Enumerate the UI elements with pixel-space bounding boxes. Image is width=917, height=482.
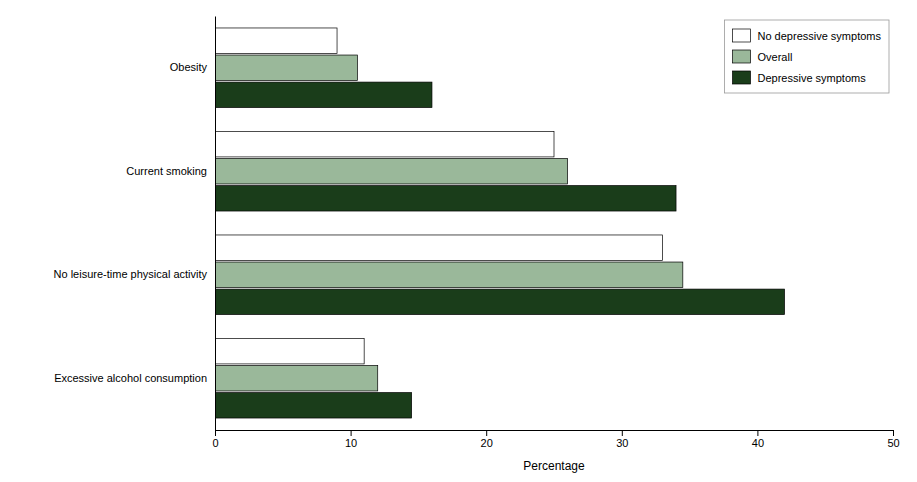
legend-swatch [733,29,751,42]
bars [215,28,785,418]
legend-label: No depressive symptoms [758,30,882,42]
legend-swatch [733,71,751,84]
y-tick-label: Excessive alcohol consumption [54,372,207,384]
x-tick-label: 30 [616,437,628,449]
y-tick: Current smoking [126,165,215,177]
bar [215,235,662,260]
legend-label: Depressive symptoms [758,72,867,84]
bar [215,393,412,418]
y-tick: No leisure-time physical activity [54,268,215,280]
bar [215,262,683,287]
y-axis: Obesity Current smoking No leisure-time ph… [54,17,216,431]
legend-label: Overall [758,51,793,63]
x-tick-label: 20 [481,437,493,449]
bar [215,366,378,391]
bar [215,28,337,53]
bar [215,289,785,314]
y-tick-label: No leisure-time physical activity [54,268,208,280]
legend-swatch [733,50,751,63]
legend-frame [725,20,890,93]
x-tick-label: 50 [887,437,899,449]
x-tick: 40 [752,430,764,449]
x-axis-title: Percentage [523,459,585,473]
x-tick-mark [486,430,487,436]
bar [215,82,432,107]
bar [215,338,364,363]
legend-item: Depressive symptoms [733,71,867,84]
legend-item: No depressive symptoms [733,29,882,42]
y-tick-label: Current smoking [126,165,207,177]
x-tick: 50 [887,430,899,449]
x-tick-label: 0 [212,437,218,449]
x-tick: 10 [345,430,357,449]
x-tick-mark [893,430,894,436]
x-tick-label: 10 [345,437,357,449]
legend-item: Overall [733,50,793,63]
chart-svg: 0 10 20 30 40 50 Obesity Current smoking No leis… [0,0,917,482]
x-tick-mark [215,430,216,436]
y-tick-label: Obesity [170,61,208,73]
x-axis: 0 10 20 30 40 50 [212,430,899,449]
bar [215,159,568,184]
x-tick-label: 40 [752,437,764,449]
y-tick: Obesity [170,61,215,73]
bar [215,186,676,211]
x-tick-mark [622,430,623,436]
x-tick: 20 [481,430,493,449]
legend: No depressive symptoms Overall Depressive … [725,20,890,93]
y-tick: Excessive alcohol consumption [54,372,215,384]
x-tick: 0 [212,430,218,449]
plot-area: 0 10 20 30 40 50 Obesity Current smoking No leis… [54,17,900,449]
x-axis-line [216,431,894,437]
y-axis-line [215,17,216,431]
bar [215,55,357,80]
x-tick-mark [757,430,758,436]
x-tick: 30 [616,430,628,449]
bar [215,131,554,156]
x-tick-mark [351,430,352,436]
